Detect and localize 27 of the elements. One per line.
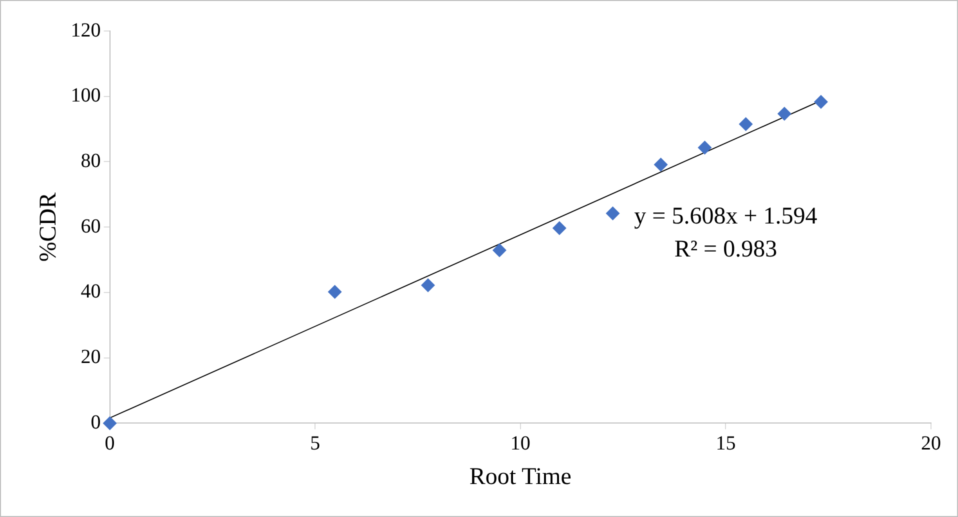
y-tick-label: 40 [80, 280, 101, 303]
x-tick-label: 10 [510, 432, 530, 454]
point [328, 284, 342, 299]
x-tick-label: 20 [921, 432, 941, 454]
point [606, 206, 620, 220]
y-tick-label: 0 [90, 411, 101, 434]
y-tick-label: 120 [70, 19, 101, 42]
point [492, 243, 506, 258]
point [777, 106, 792, 121]
x-tick-label: 5 [310, 432, 320, 454]
point [738, 117, 753, 132]
point [698, 140, 712, 155]
point [552, 221, 566, 236]
point [654, 158, 668, 172]
x-tick-label: 15 [716, 432, 736, 454]
point [814, 94, 828, 109]
y-tick-label: 100 [70, 84, 101, 107]
y-tick-label: 60 [80, 215, 101, 238]
annotation: R² = 0.983 [674, 236, 778, 263]
x-axis-title: Root Time [469, 464, 572, 490]
y-tick-label: 20 [80, 346, 101, 368]
x-tick-label: 0 [104, 432, 115, 454]
y-axis-title: %CDR [36, 192, 62, 262]
y-tick-label: 80 [80, 150, 101, 172]
annotation: y = 5.608x + 1.594 [634, 204, 818, 230]
point [421, 278, 436, 292]
point [102, 416, 117, 430]
